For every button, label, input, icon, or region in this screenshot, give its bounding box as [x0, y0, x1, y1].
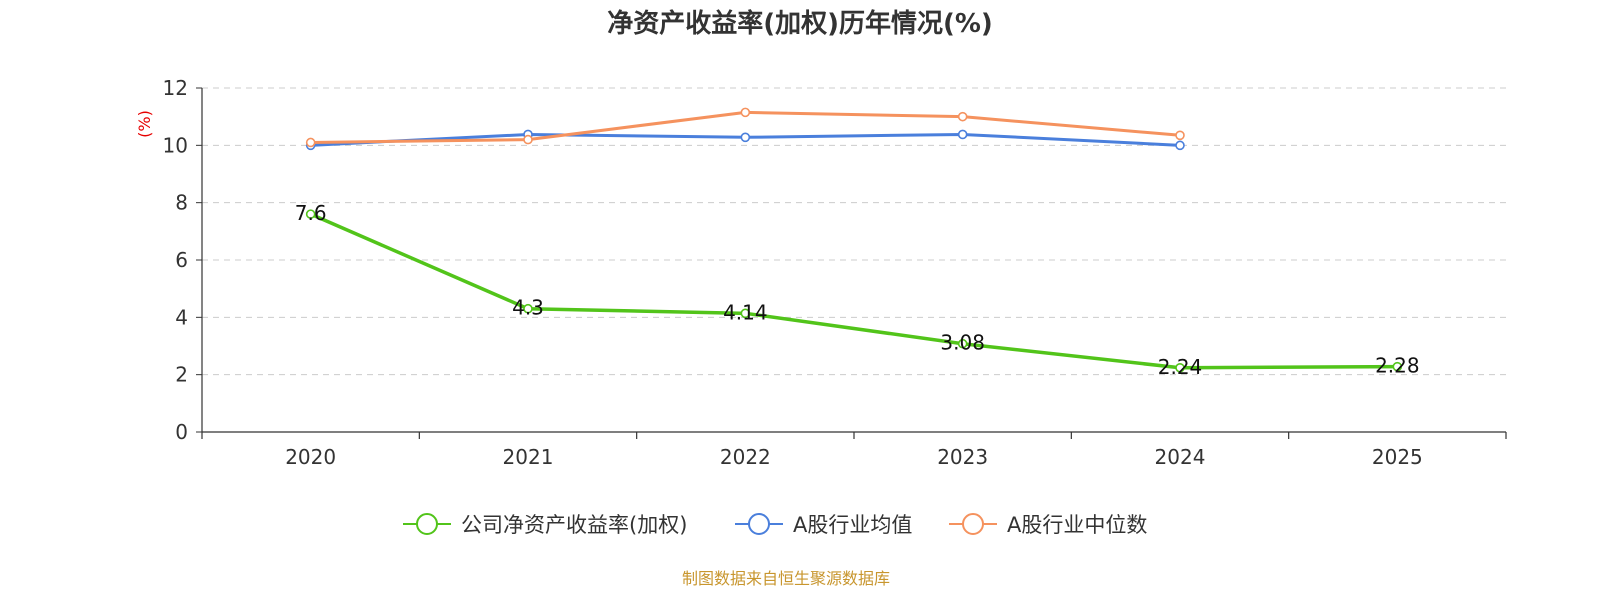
legend-marker-icon	[962, 513, 984, 535]
legend-item-0[interactable]: 公司净资产收益率(加权)	[403, 513, 687, 537]
y-tick-label: 6	[175, 248, 188, 272]
grid-layer	[202, 87, 1506, 376]
x-tick-label: 2024	[1155, 445, 1206, 469]
legend-label: A股行业中位数	[1007, 513, 1147, 537]
data-label: 2.28	[1375, 354, 1420, 378]
legend[interactable]: 公司净资产收益率(加权) A股行业均值 A股行业中位数	[403, 513, 1147, 537]
x-tick-label: 2022	[720, 445, 771, 469]
data-point[interactable]	[523, 134, 533, 145]
data-point[interactable]	[1392, 361, 1403, 372]
data-source-note: 制图数据来自恒生聚源数据库	[682, 569, 890, 588]
series-0	[305, 209, 1403, 373]
y-tick-label: 0	[175, 420, 188, 444]
data-label: 4.3	[512, 296, 544, 320]
data-point[interactable]	[523, 303, 533, 314]
data-point[interactable]	[1175, 362, 1185, 373]
data-point[interactable]	[740, 132, 751, 143]
series-1	[305, 129, 1185, 151]
y-tick-label: 8	[175, 191, 188, 215]
data-point[interactable]	[1175, 130, 1185, 141]
y-tick-label: 12	[163, 76, 188, 100]
data-point[interactable]	[957, 111, 968, 122]
data-labels-layer: 7.6 4.3 4.14 3.08 2.24 2.28	[295, 201, 1420, 379]
legend-item-2[interactable]: A股行业中位数	[949, 513, 1147, 537]
x-tick-label: 2025	[1372, 445, 1423, 469]
y-tick-label: 4	[175, 305, 188, 329]
series-2	[305, 107, 1185, 148]
data-point[interactable]	[740, 107, 751, 118]
chart-title: 净资产收益率(加权)历年情况(%)	[607, 8, 993, 39]
y-tick-label: 2	[175, 363, 188, 387]
y-tick-label: 10	[163, 133, 188, 157]
data-label: 2.24	[1158, 355, 1203, 379]
data-point[interactable]	[305, 209, 316, 219]
legend-marker-icon	[416, 513, 438, 535]
axes-layer: 0 2 4 6 8 10 12 2020 2021 2022 2023 2024 2025	[163, 76, 1507, 469]
data-label: 7.6	[295, 201, 327, 225]
y-axis-unit-label: (%)	[135, 110, 154, 138]
x-tick-label: 2020	[285, 445, 336, 469]
legend-label: 公司净资产收益率(加权)	[461, 513, 687, 537]
series-line	[309, 212, 1398, 370]
data-point[interactable]	[305, 137, 316, 148]
legend-item-1[interactable]: A股行业均值	[735, 513, 912, 537]
legend-label: A股行业均值	[793, 513, 912, 537]
data-point[interactable]	[740, 308, 751, 319]
data-point[interactable]	[957, 129, 968, 140]
x-tick-label: 2023	[937, 445, 988, 469]
data-point[interactable]	[1175, 140, 1185, 151]
x-tick-label: 2021	[503, 445, 554, 469]
data-label: 4.14	[723, 300, 768, 324]
legend-marker-icon	[748, 513, 770, 535]
data-label: 3.08	[940, 331, 985, 355]
series-layer	[305, 107, 1403, 373]
data-point[interactable]	[957, 338, 968, 349]
